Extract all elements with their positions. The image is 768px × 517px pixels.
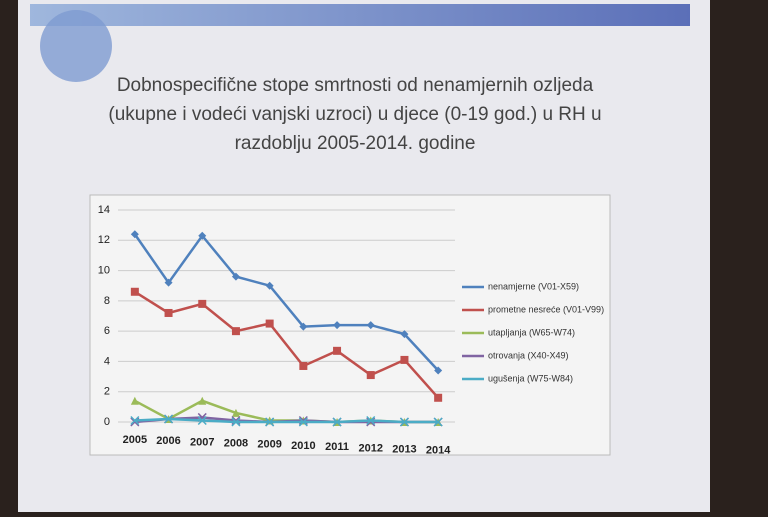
marker [366, 415, 376, 426]
series-line [134, 290, 440, 399]
y-tick-label: 12 [98, 234, 110, 246]
logo [40, 10, 112, 82]
y-tick-label: 0 [104, 416, 110, 428]
x-tick-label: 2005 [123, 434, 147, 446]
marker [198, 396, 207, 405]
marker [197, 415, 207, 426]
marker [366, 371, 375, 380]
marker [333, 321, 342, 330]
y-tick-label: 2 [104, 386, 110, 398]
marker [433, 417, 443, 427]
marker [265, 281, 274, 290]
x-tick-label: 2014 [426, 445, 451, 457]
x-tick-label: 2011 [325, 441, 349, 453]
marker [265, 319, 274, 328]
marker [164, 414, 174, 424]
y-tick-label: 6 [104, 325, 110, 337]
x-tick-label: 2007 [190, 436, 214, 448]
marker [299, 361, 308, 370]
marker [231, 272, 240, 281]
x-tick-label: 2012 [359, 442, 383, 454]
marker [164, 308, 173, 317]
marker [400, 355, 409, 364]
legend-label: ugušenja (W75-W84) [488, 373, 573, 383]
marker [130, 287, 139, 296]
marker [130, 230, 139, 239]
marker [399, 417, 409, 427]
marker [332, 417, 342, 427]
x-tick-label: 2008 [224, 438, 248, 450]
x-tick-label: 2010 [291, 440, 315, 452]
x-tick-label: 2006 [156, 435, 180, 447]
marker [434, 366, 443, 375]
y-tick-label: 8 [104, 295, 110, 307]
marker [164, 278, 173, 287]
x-tick-label: 2013 [392, 444, 416, 456]
y-tick-label: 10 [98, 264, 110, 276]
y-tick-label: 4 [104, 355, 110, 367]
marker [265, 417, 275, 427]
marker [298, 417, 308, 427]
legend-label: prometne nesreće (V01-V99) [488, 304, 604, 314]
marker [299, 322, 308, 331]
marker [231, 327, 240, 336]
slide-header-bar [30, 4, 690, 26]
marker [130, 415, 140, 426]
chart-title: (ukupne i vodeći vanjski uzroci) u djece… [108, 104, 601, 125]
chart-title: razdoblju 2005-2014. godine [235, 133, 476, 154]
marker [434, 393, 443, 402]
marker [400, 330, 409, 339]
marker [366, 417, 376, 427]
marker [198, 299, 207, 308]
series-line [133, 233, 440, 372]
marker [130, 396, 139, 405]
series-line [134, 417, 439, 424]
y-tick-label: 14 [98, 204, 110, 216]
marker [231, 417, 241, 427]
legend-label: utapljanja (W65-W74) [488, 327, 575, 337]
legend-label: nenamjerne (V01-X59) [488, 281, 579, 291]
marker [366, 321, 375, 330]
chart-title: Dobnospecifične stope smrtnosti od nenam… [117, 75, 594, 96]
marker [333, 346, 342, 355]
x-tick-label: 2009 [257, 439, 281, 451]
legend-label: otrovanja (X40-X49) [488, 350, 569, 360]
marker [231, 408, 240, 417]
marker [198, 231, 207, 240]
